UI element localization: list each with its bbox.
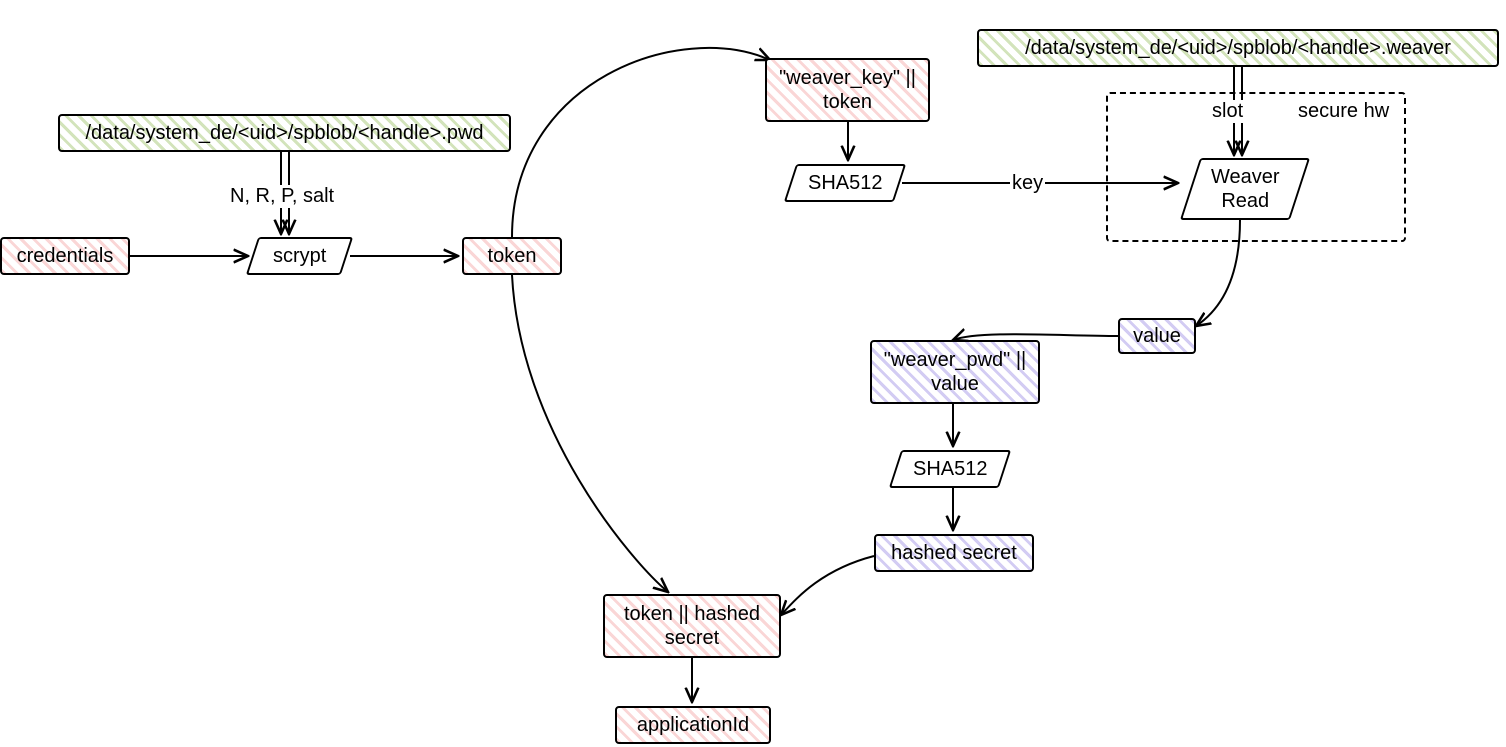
node-tok_hashed: token || hashed secret: [603, 594, 781, 658]
node-wkey_tok: "weaver_key" || token: [765, 58, 930, 122]
node-sha512_2: SHA512: [889, 450, 1011, 488]
edge-token-wkey_tok: [512, 48, 770, 237]
edge-label-key: key: [1010, 172, 1045, 195]
node-sha512_1: SHA512: [784, 164, 906, 202]
node-weaver_file: /data/system_de/<uid>/spblob/<handle>.we…: [977, 29, 1499, 67]
edge-label-nrps: N, R, P, salt: [228, 185, 336, 208]
node-scrypt: scrypt: [246, 237, 353, 275]
node-wpwd_val: "weaver_pwd" || value: [870, 340, 1040, 404]
node-weaver_read: Weaver Read: [1180, 158, 1310, 220]
node-hashed: hashed secret: [874, 534, 1034, 572]
node-pwd_file: /data/system_de/<uid>/spblob/<handle>.pw…: [58, 114, 511, 152]
node-value: value: [1118, 318, 1196, 354]
node-credentials: credentials: [0, 237, 130, 275]
node-app_id: applicationId: [615, 706, 771, 744]
node-token: token: [462, 237, 562, 275]
flowchart-canvas: secure hw /data/system_de/<uid>/spblob/<…: [0, 0, 1506, 747]
edge-label-slot: slot: [1210, 100, 1245, 123]
edge-hashed-tok_hashed: [781, 556, 874, 615]
edge-token-tok_hashed: [512, 275, 668, 592]
secure-hw-label: secure hw: [1296, 100, 1391, 123]
